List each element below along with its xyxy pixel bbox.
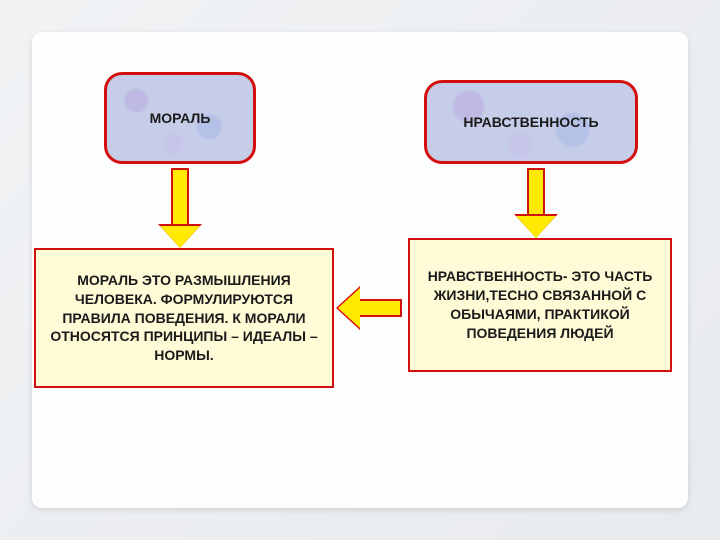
arrow-moral-down-icon <box>160 168 200 248</box>
node-ethics-label: НРАВСТВЕННОСТЬ <box>463 114 598 130</box>
arrow-between-left-icon <box>338 288 402 328</box>
node-ethics-description: НРАВСТВЕННОСТЬ- ЭТО ЧАСТЬ ЖИЗНИ,ТЕСНО СВ… <box>408 238 672 372</box>
moral-description-text: МОРАЛЬ ЭТО РАЗМЫШЛЕНИЯ ЧЕЛОВЕКА. ФОРМУЛИ… <box>44 271 324 365</box>
node-ethics: НРАВСТВЕННОСТЬ <box>424 80 638 164</box>
node-moral-label: МОРАЛЬ <box>150 110 211 126</box>
node-moral-description: МОРАЛЬ ЭТО РАЗМЫШЛЕНИЯ ЧЕЛОВЕКА. ФОРМУЛИ… <box>34 248 334 388</box>
node-moral: МОРАЛЬ <box>104 72 256 164</box>
ethics-description-text: НРАВСТВЕННОСТЬ- ЭТО ЧАСТЬ ЖИЗНИ,ТЕСНО СВ… <box>418 267 662 343</box>
arrow-ethics-down-icon <box>516 168 556 238</box>
